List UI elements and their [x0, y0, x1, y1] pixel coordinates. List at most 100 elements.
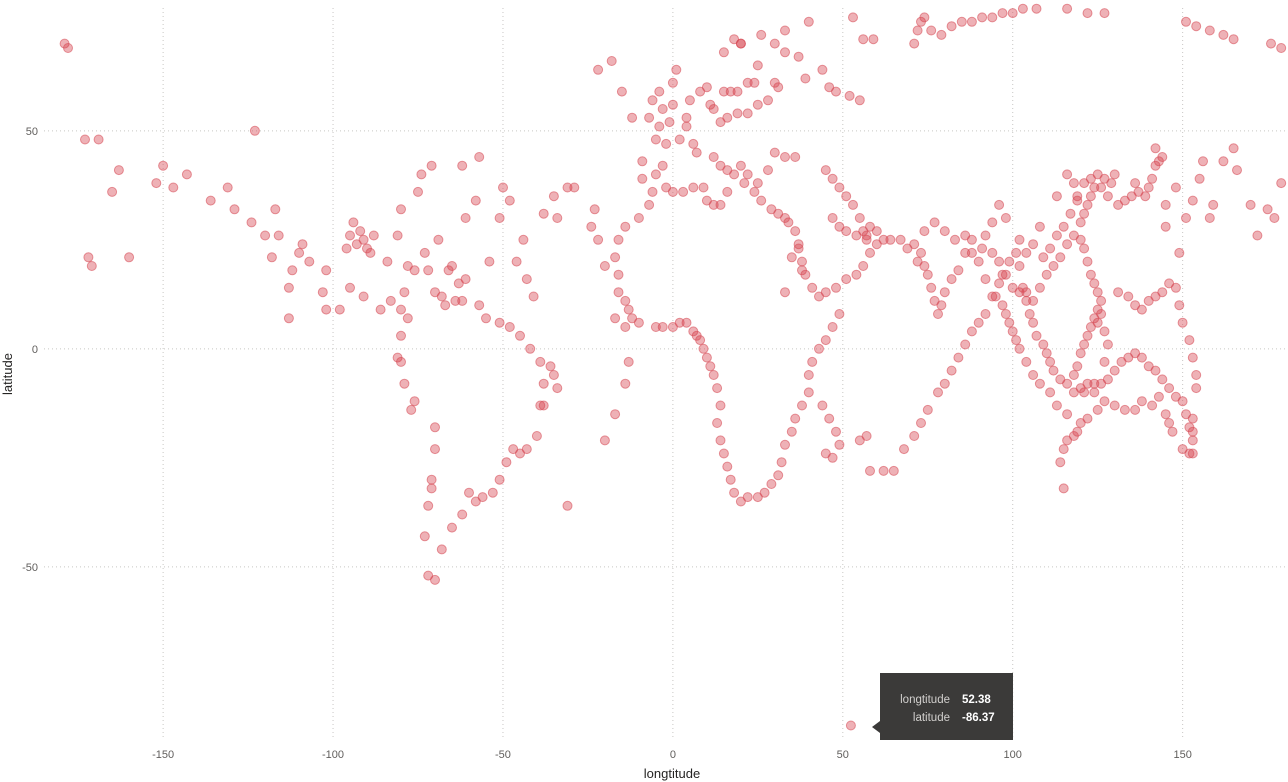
data-point[interactable] — [457, 509, 468, 520]
data-point[interactable] — [1164, 383, 1175, 394]
data-point[interactable] — [1062, 378, 1073, 389]
data-point[interactable] — [1062, 239, 1073, 250]
data-point[interactable] — [1130, 178, 1141, 189]
data-point[interactable] — [1276, 178, 1287, 189]
data-point[interactable] — [1068, 370, 1079, 380]
data-point[interactable] — [865, 247, 875, 258]
data-point[interactable] — [997, 8, 1008, 19]
data-point[interactable] — [1191, 370, 1202, 380]
data-point[interactable] — [1194, 173, 1205, 184]
data-point[interactable] — [1079, 387, 1090, 398]
data-point[interactable] — [851, 269, 862, 280]
data-point[interactable] — [977, 12, 988, 23]
data-point[interactable] — [1228, 143, 1239, 154]
data-point[interactable] — [953, 352, 964, 363]
data-point[interactable] — [1014, 343, 1025, 354]
data-point[interactable] — [705, 99, 716, 110]
data-point[interactable] — [487, 487, 498, 498]
data-point[interactable] — [803, 370, 814, 380]
data-point[interactable] — [599, 261, 610, 271]
data-point[interactable] — [1068, 178, 1079, 189]
data-point[interactable] — [396, 304, 406, 315]
data-point[interactable] — [287, 265, 298, 276]
data-point[interactable] — [86, 261, 97, 271]
data-point[interactable] — [980, 230, 991, 241]
data-point[interactable] — [1072, 361, 1083, 372]
data-point[interactable] — [321, 304, 332, 315]
data-point[interactable] — [382, 256, 393, 267]
data-point[interactable] — [494, 317, 505, 328]
data-point[interactable] — [1034, 221, 1045, 232]
data-point[interactable] — [966, 234, 977, 245]
data-point[interactable] — [1245, 199, 1256, 210]
data-points[interactable] — [59, 3, 1287, 731]
data-point[interactable] — [1082, 199, 1093, 210]
data-point[interactable] — [834, 439, 845, 450]
data-point[interactable] — [756, 195, 767, 206]
data-point[interactable] — [987, 291, 998, 302]
data-point[interactable] — [1184, 335, 1195, 346]
data-point[interactable] — [358, 234, 369, 245]
data-point[interactable] — [797, 400, 807, 411]
data-point[interactable] — [1187, 426, 1198, 437]
data-point[interactable] — [1099, 326, 1110, 337]
data-point[interactable] — [790, 152, 801, 162]
data-point[interactable] — [297, 239, 308, 250]
data-point[interactable] — [531, 431, 542, 441]
data-point[interactable] — [593, 234, 604, 245]
data-point[interactable] — [909, 431, 920, 441]
data-point[interactable] — [854, 95, 865, 106]
data-point[interactable] — [807, 282, 818, 293]
data-point[interactable] — [1058, 483, 1069, 494]
data-point[interactable] — [820, 165, 831, 176]
data-point[interactable] — [919, 226, 930, 237]
data-point[interactable] — [623, 304, 634, 315]
data-point[interactable] — [902, 243, 913, 254]
data-point[interactable] — [283, 313, 294, 324]
data-point[interactable] — [773, 470, 784, 481]
data-point[interactable] — [83, 252, 94, 263]
data-point[interactable] — [657, 322, 668, 332]
data-point[interactable] — [674, 317, 685, 328]
data-point[interactable] — [334, 304, 345, 315]
data-point[interactable] — [1075, 234, 1086, 245]
data-point[interactable] — [620, 221, 631, 232]
data-point[interactable] — [409, 396, 420, 407]
data-point[interactable] — [803, 16, 814, 27]
data-point[interactable] — [1028, 370, 1039, 380]
data-point[interactable] — [1184, 448, 1195, 459]
data-point[interactable] — [783, 217, 794, 228]
data-point[interactable] — [1109, 400, 1120, 411]
data-point[interactable] — [266, 252, 277, 263]
data-point[interactable] — [780, 287, 790, 298]
data-point[interactable] — [440, 300, 451, 311]
data-point[interactable] — [548, 370, 559, 380]
data-point[interactable] — [294, 247, 305, 258]
data-point[interactable] — [610, 409, 621, 420]
data-point[interactable] — [1092, 404, 1103, 415]
data-point[interactable] — [712, 418, 723, 428]
data-point[interactable] — [1014, 261, 1025, 271]
data-point[interactable] — [827, 173, 838, 184]
data-point[interactable] — [977, 243, 988, 254]
data-point[interactable] — [1218, 156, 1229, 167]
data-point[interactable] — [1276, 43, 1287, 53]
data-point[interactable] — [518, 234, 529, 245]
data-point[interactable] — [1191, 383, 1202, 394]
data-point[interactable] — [698, 182, 709, 193]
data-point[interactable] — [1181, 213, 1191, 223]
data-point[interactable] — [1034, 282, 1045, 293]
data-point[interactable] — [705, 361, 716, 372]
data-point[interactable] — [538, 378, 549, 389]
data-point[interactable] — [997, 300, 1008, 311]
data-point[interactable] — [926, 282, 937, 293]
data-point[interactable] — [797, 265, 807, 276]
data-point[interactable] — [396, 204, 406, 215]
data-point[interactable] — [742, 108, 753, 119]
data-point[interactable] — [681, 112, 692, 123]
data-point[interactable] — [990, 291, 1001, 302]
data-point[interactable] — [1136, 352, 1147, 363]
data-point[interactable] — [222, 182, 233, 193]
data-point[interactable] — [803, 387, 814, 398]
data-point[interactable] — [865, 465, 875, 476]
